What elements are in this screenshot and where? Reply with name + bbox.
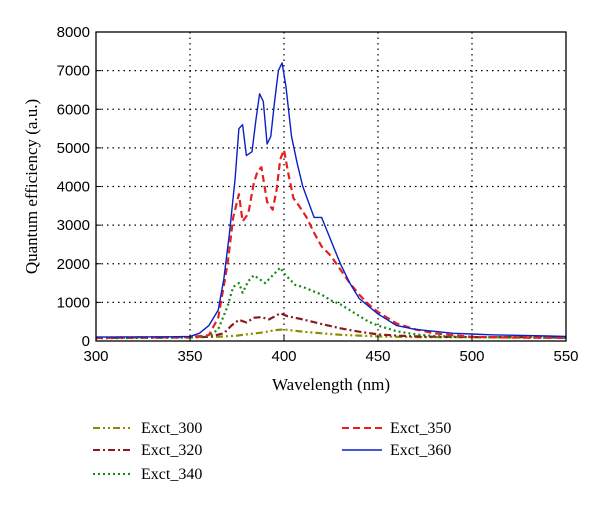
plot-frame: [95, 31, 567, 342]
x-tick-label: 350: [177, 348, 202, 365]
y-tick-label: 0: [82, 333, 90, 350]
legend-label: Exct_320: [141, 442, 202, 459]
series-line-exct-350: [95, 148, 567, 339]
grid-lines: [96, 32, 566, 341]
x-tick-label: 400: [271, 348, 296, 365]
series-lines: [95, 62, 567, 340]
legend: Exct_300 Exct_320 Exct_340 Exct_350 Exct_360: [93, 420, 451, 483]
axis-ticks: 300 350 400 450 500 550 0 1000 2000 3000 4000 5000 6…: [57, 24, 579, 365]
y-tick-label: 3000: [57, 217, 90, 234]
x-tick-label: 500: [459, 348, 484, 365]
y-tick-label: 1000: [57, 294, 90, 311]
legend-label: Exct_340: [141, 466, 202, 483]
x-tick-label: 450: [365, 348, 390, 365]
x-tick-label: 550: [553, 348, 578, 365]
legend-label: Exct_350: [390, 420, 451, 437]
y-tick-label: 5000: [57, 140, 90, 157]
y-axis-title: Quantum efficiency (a.u.): [22, 99, 41, 274]
legend-label: Exct_300: [141, 420, 202, 437]
x-axis-title: Wavelength (nm): [272, 375, 390, 394]
series-line-exct-300: [95, 328, 566, 339]
y-tick-label: 2000: [57, 256, 90, 273]
y-tick-label: 8000: [57, 24, 90, 41]
legend-label: Exct_360: [390, 442, 451, 459]
y-tick-label: 7000: [57, 63, 90, 80]
series-line-exct-360: [95, 62, 567, 338]
y-tick-label: 6000: [57, 101, 90, 118]
series-line-exct-320: [95, 312, 567, 339]
x-tick-label: 300: [83, 348, 108, 365]
series-line-exct-340: [95, 266, 567, 340]
y-tick-label: 4000: [57, 179, 90, 196]
